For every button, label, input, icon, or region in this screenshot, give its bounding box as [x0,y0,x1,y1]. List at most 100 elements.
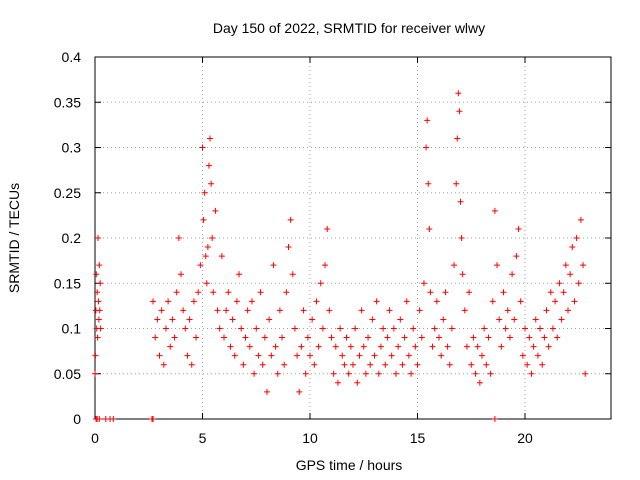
data-point [440,316,447,323]
data-point [365,334,372,341]
data-point [554,334,561,341]
data-point [296,388,303,395]
data-point [444,343,451,350]
y-axis-label: SRMTID / TECUs [6,183,22,293]
data-point [261,334,268,341]
data-points [92,90,589,422]
data-point [485,334,492,341]
data-point [431,325,438,332]
data-point [95,235,102,241]
data-point [552,298,559,305]
data-point [377,343,384,350]
data-point [461,307,468,314]
data-point [257,289,264,296]
data-point [418,334,425,341]
data-point [95,298,102,305]
data-point [350,361,356,368]
data-point [524,361,531,368]
data-point [360,343,367,350]
data-point [420,280,427,287]
data-point [388,352,395,359]
data-point [373,298,380,305]
data-point [227,343,234,350]
data-point [489,298,496,305]
data-point [458,235,465,241]
data-point [281,361,288,368]
data-point [459,271,466,278]
data-point [414,361,421,368]
data-point [209,235,216,241]
data-point [169,316,176,323]
data-point [466,289,473,296]
data-point [110,416,117,422]
data-point [158,307,165,314]
data-point [487,370,494,377]
data-point [240,361,247,368]
data-point [156,352,163,359]
data-point [397,316,404,323]
data-point [558,316,565,323]
data-point [354,379,361,386]
data-point [201,189,208,196]
data-point [424,117,431,124]
data-point [367,361,374,368]
data-point [457,198,464,205]
data-point [270,262,277,269]
data-point [96,416,103,422]
data-point [456,108,463,115]
data-point [537,325,544,332]
data-point [231,352,238,359]
data-point [236,271,243,278]
data-point [472,370,479,377]
data-point [519,352,526,359]
data-point [532,316,539,323]
data-point [204,244,211,251]
data-point [426,225,433,232]
data-point [454,135,461,142]
data-point [207,135,214,142]
data-point [571,298,578,305]
y-tick-label: 0.1 [62,321,82,337]
data-point [491,416,498,422]
data-point [494,262,501,269]
data-point [539,361,546,368]
data-point [197,262,204,269]
data-point [311,361,318,368]
y-tick-label: 0.25 [54,185,81,201]
data-point [483,361,490,368]
data-point [200,216,207,223]
data-point [547,289,554,296]
data-point [199,144,206,151]
data-point [162,325,169,332]
data-point [543,307,550,314]
data-point [362,370,369,377]
data-point [337,325,344,332]
data-point [272,343,279,350]
data-point [517,298,524,305]
x-tick-label: 20 [517,430,533,446]
data-point [274,370,281,377]
data-point [502,325,509,332]
data-point [399,361,406,368]
data-point [393,370,399,377]
data-point [309,316,316,323]
data-point [438,352,445,359]
data-point [180,307,187,314]
data-point [410,325,417,332]
data-point [152,334,159,341]
data-point [446,361,453,368]
data-point [304,334,311,341]
data-point [390,325,397,332]
data-point [534,352,541,359]
data-point [279,334,286,341]
data-point [195,289,202,296]
data-point [322,262,329,269]
data-point [580,262,587,269]
axis-ticks: 0 0.05 0.1 0.15 0.2 0.25 0.3 0.35 0.4 0 5 10 15 20 [54,49,611,446]
data-point [345,370,352,377]
data-point [330,370,337,377]
data-point [294,352,301,359]
data-point [182,325,189,332]
data-point [453,180,460,187]
